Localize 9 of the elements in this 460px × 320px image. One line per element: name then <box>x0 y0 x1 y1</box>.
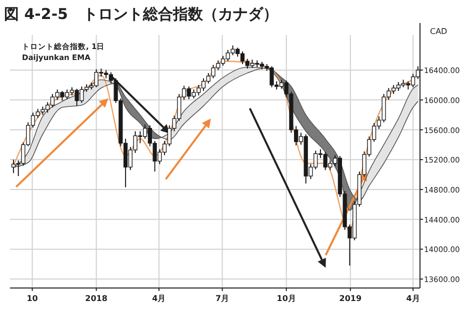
x-tick-label: 7月 <box>216 294 230 303</box>
x-tick-label: 10月 <box>276 294 296 303</box>
x-tick-label: 4月 <box>152 294 166 303</box>
x-tick-label: 10 <box>26 294 38 303</box>
x-tick-label: 2018 <box>85 294 108 303</box>
x-tick-label: 4月 <box>406 294 420 303</box>
x-tick-label: 2019 <box>339 294 362 303</box>
chart-title: 図 4-2-5 トロント総合指数（カナダ） <box>4 5 278 23</box>
y-axis-title: CAD <box>430 27 448 36</box>
